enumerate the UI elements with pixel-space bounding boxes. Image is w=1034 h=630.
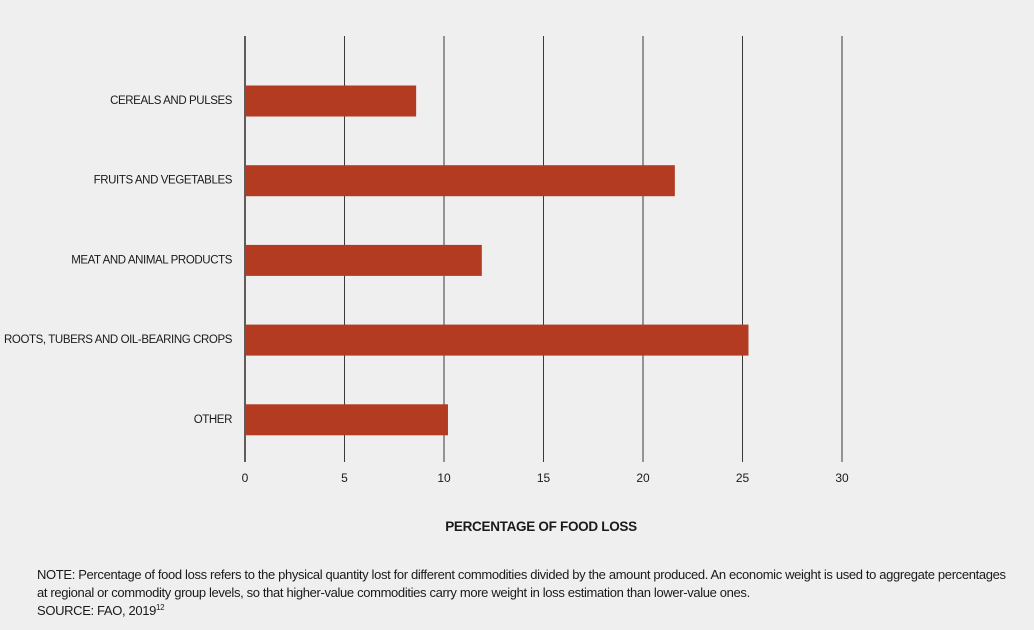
bar [245, 404, 448, 436]
x-tick-label: 20 [636, 471, 650, 485]
chart-footer: NOTE: Percentage of food loss refers to … [37, 566, 1007, 620]
x-tick-label: 0 [242, 471, 249, 485]
x-tick-label: 30 [835, 471, 849, 485]
bar [245, 324, 749, 356]
source-line: SOURCE: FAO, 201912 [37, 602, 1007, 620]
x-tick-labels: 0 5 10 15 20 25 30 [242, 471, 849, 485]
x-tick-label: 25 [736, 471, 750, 485]
bar [245, 85, 417, 117]
category-labels: CEREALS AND PULSES FRUITS AND VEGETABLES M… [4, 95, 233, 426]
category-label: CEREALS AND PULSES [110, 95, 233, 107]
category-label: MEAT AND ANIMAL PRODUCTS [71, 254, 233, 266]
footnote-text: NOTE: Percentage of food loss refers to … [37, 567, 1006, 600]
bar [245, 244, 482, 276]
category-label: FRUITS AND VEGETABLES [94, 175, 233, 187]
bar-group [245, 85, 749, 436]
category-label: ROOTS, TUBERS AND OIL-BEARING CROPS [4, 334, 233, 346]
category-label: OTHER [194, 414, 232, 426]
x-tick-label: 10 [437, 471, 451, 485]
source-text: SOURCE: FAO, 2019 [37, 603, 157, 618]
source-reference: 12 [156, 603, 165, 612]
x-tick-label: 5 [341, 471, 348, 485]
x-axis-title: PERCENTAGE OF FOOD LOSS [445, 519, 637, 534]
food-loss-bar-chart: CEREALS AND PULSES FRUITS AND VEGETABLES M… [4, 36, 849, 534]
bar [245, 165, 675, 197]
x-tick-label: 15 [537, 471, 551, 485]
